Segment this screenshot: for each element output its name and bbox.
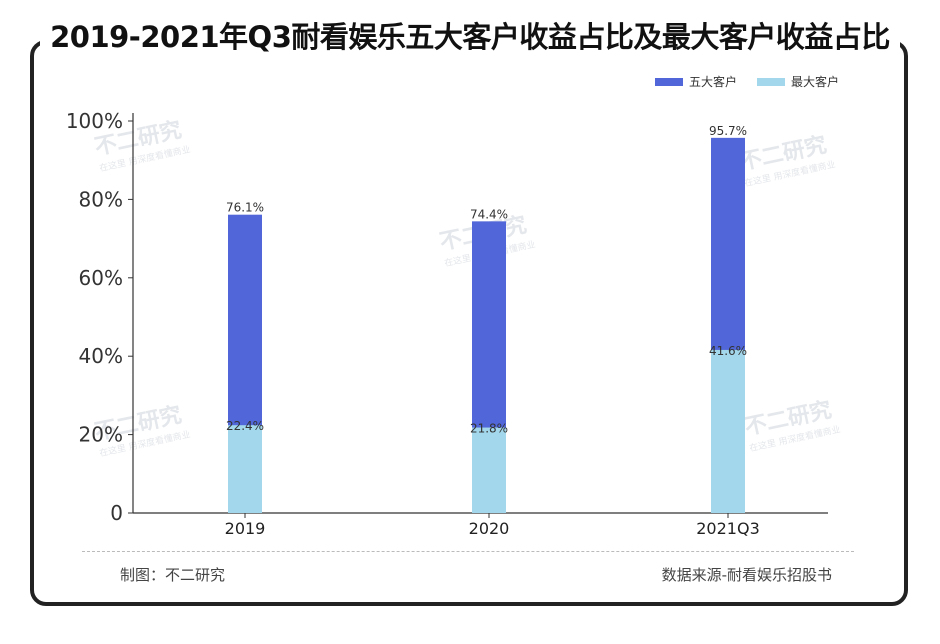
bar-largest-client [472,427,506,513]
data-label-top5: 76.1% [226,201,264,215]
x-tick-label: 2021Q3 [696,519,760,538]
footer-credit: 制图：不二研究 [120,566,226,584]
data-label-largest: 22.4% [226,419,264,433]
legend-swatch-top5 [655,77,683,86]
y-tick-label: 20% [79,423,123,447]
y-tick-label: 40% [79,344,123,368]
legend-label-top5: 五大客户 [689,75,738,89]
bar-largest-client [228,425,262,513]
y-tick-label: 100% [66,109,123,133]
y-tick-label: 0 [110,501,123,525]
legend-item-largest: 最大客户 [757,73,839,90]
data-label-top5: 74.4% [470,207,508,221]
legend-item-top5: 五大客户 [655,73,737,90]
x-tick-label: 2020 [469,519,510,538]
y-tick-label: 80% [79,187,123,211]
legend: 五大客户 最大客户 [655,73,839,90]
y-tick-label: 60% [79,266,123,290]
chart-title: 2019-2021年Q3耐看娱乐五大客户收益占比及最大客户收益占比 [40,14,900,56]
legend-swatch-largest [757,77,786,86]
x-tick-label: 2019 [225,519,266,538]
footer-divider [82,551,854,552]
data-label-largest: 21.8% [470,422,508,436]
title-wrap: 2019-2021年Q3耐看娱乐五大客户收益占比及最大客户收益占比 [0,14,940,56]
data-label-top5: 95.7% [709,124,747,138]
bar-largest-client [711,349,745,513]
legend-label-largest: 最大客户 [791,75,840,89]
data-label-largest: 41.6% [709,344,747,358]
footer-source: 数据来源-耐看娱乐招股书 [661,566,832,584]
